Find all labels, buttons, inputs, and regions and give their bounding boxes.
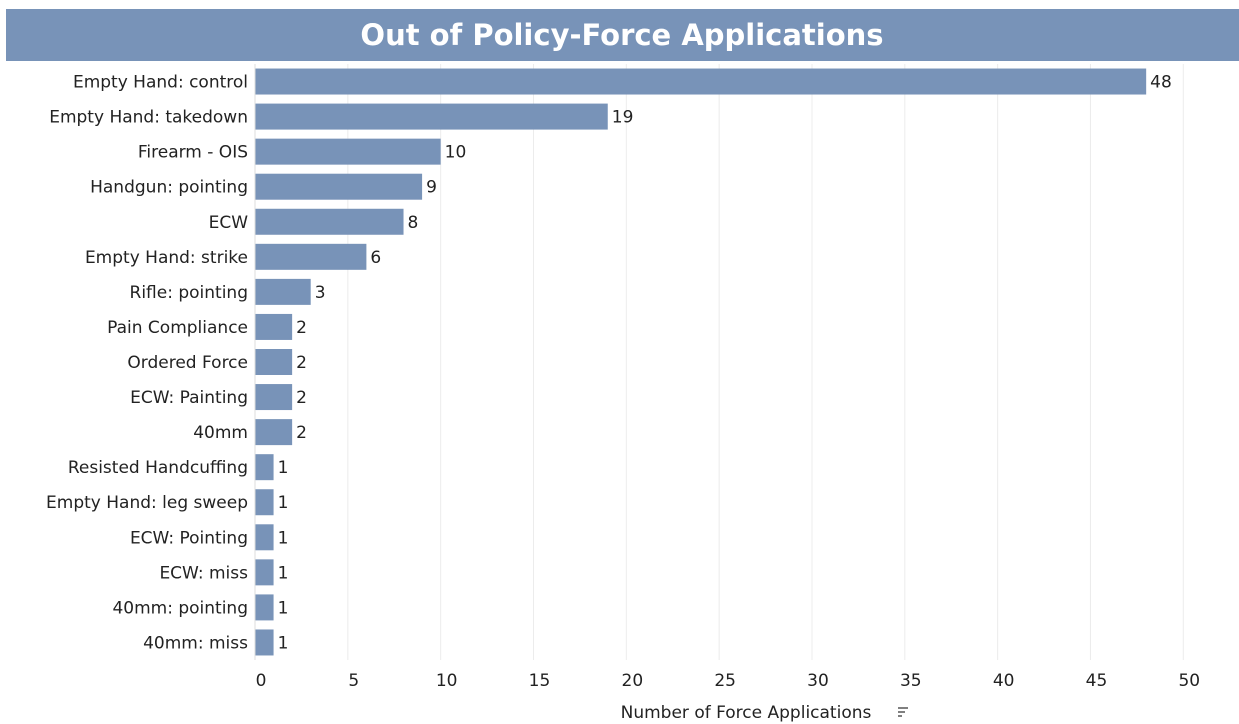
bar xyxy=(255,454,274,481)
bar xyxy=(255,173,423,200)
bar xyxy=(255,419,293,446)
y-tick-label: ECW: Painting xyxy=(130,388,248,408)
data-label: 9 xyxy=(426,178,437,198)
x-tick-label: 50 xyxy=(1178,671,1200,691)
x-axis-title: Number of Force Applications xyxy=(621,703,872,723)
y-tick-label: Empty Hand: strike xyxy=(85,248,248,268)
x-tick-label: 45 xyxy=(1086,671,1108,691)
bar xyxy=(255,384,293,411)
data-label: 1 xyxy=(278,458,289,478)
x-tick-label: 25 xyxy=(714,671,736,691)
y-tick-label: 40mm xyxy=(193,423,248,443)
data-label: 48 xyxy=(1150,73,1172,93)
y-tick-label: Resisted Handcuffing xyxy=(68,458,248,478)
y-tick-label: Rifle: pointing xyxy=(130,283,248,303)
y-tick-label: Empty Hand: control xyxy=(73,73,248,93)
data-label: 1 xyxy=(278,493,289,513)
x-tick-label: 35 xyxy=(900,671,922,691)
data-label: 2 xyxy=(296,353,307,373)
y-tick-label: Firearm - OIS xyxy=(138,143,248,163)
x-tick-label: 0 xyxy=(256,671,267,691)
data-label: 2 xyxy=(296,388,307,408)
y-tick-label: Empty Hand: takedown xyxy=(49,108,248,128)
bar xyxy=(255,208,404,235)
bar xyxy=(255,489,274,516)
bar xyxy=(255,278,311,305)
chart-title: Out of Policy-Force Applications xyxy=(360,18,883,52)
data-label: 1 xyxy=(278,633,289,653)
bar xyxy=(255,243,367,270)
data-label: 6 xyxy=(370,248,381,268)
bar xyxy=(255,349,293,375)
x-tick-label: 20 xyxy=(622,671,644,691)
y-tick-label: ECW: Pointing xyxy=(130,528,248,548)
bar xyxy=(255,313,293,340)
bar xyxy=(255,594,274,621)
bar xyxy=(255,629,274,656)
data-label: 19 xyxy=(612,108,634,128)
y-tick-label: ECW xyxy=(209,213,249,233)
y-tick-label: 40mm: pointing xyxy=(112,598,248,618)
y-tick-label: Handgun: pointing xyxy=(90,178,248,198)
bar xyxy=(255,68,1147,95)
y-tick-label: 40mm: miss xyxy=(143,633,248,653)
x-tick-label: 15 xyxy=(529,671,551,691)
y-tick-label: ECW: miss xyxy=(159,563,248,583)
y-tick-label: Empty Hand: leg sweep xyxy=(46,493,248,513)
x-tick-label: 5 xyxy=(348,671,359,691)
bar xyxy=(255,559,274,586)
y-tick-label: Pain Compliance xyxy=(107,318,248,338)
x-tick-label: 40 xyxy=(993,671,1015,691)
data-label: 1 xyxy=(278,563,289,583)
sort-icon[interactable] xyxy=(898,707,908,717)
data-label: 1 xyxy=(278,598,289,618)
bar xyxy=(255,103,608,130)
data-label: 2 xyxy=(296,318,307,338)
bar xyxy=(255,138,441,165)
y-tick-label: Ordered Force xyxy=(127,353,248,373)
data-label: 3 xyxy=(315,283,326,303)
bar xyxy=(255,524,274,551)
data-label: 10 xyxy=(445,143,467,163)
data-label: 2 xyxy=(296,423,307,443)
title-bar xyxy=(6,9,1239,61)
x-tick-label: 10 xyxy=(436,671,458,691)
x-tick-label: 30 xyxy=(807,671,829,691)
data-label: 1 xyxy=(278,528,289,548)
data-label: 8 xyxy=(408,213,419,233)
